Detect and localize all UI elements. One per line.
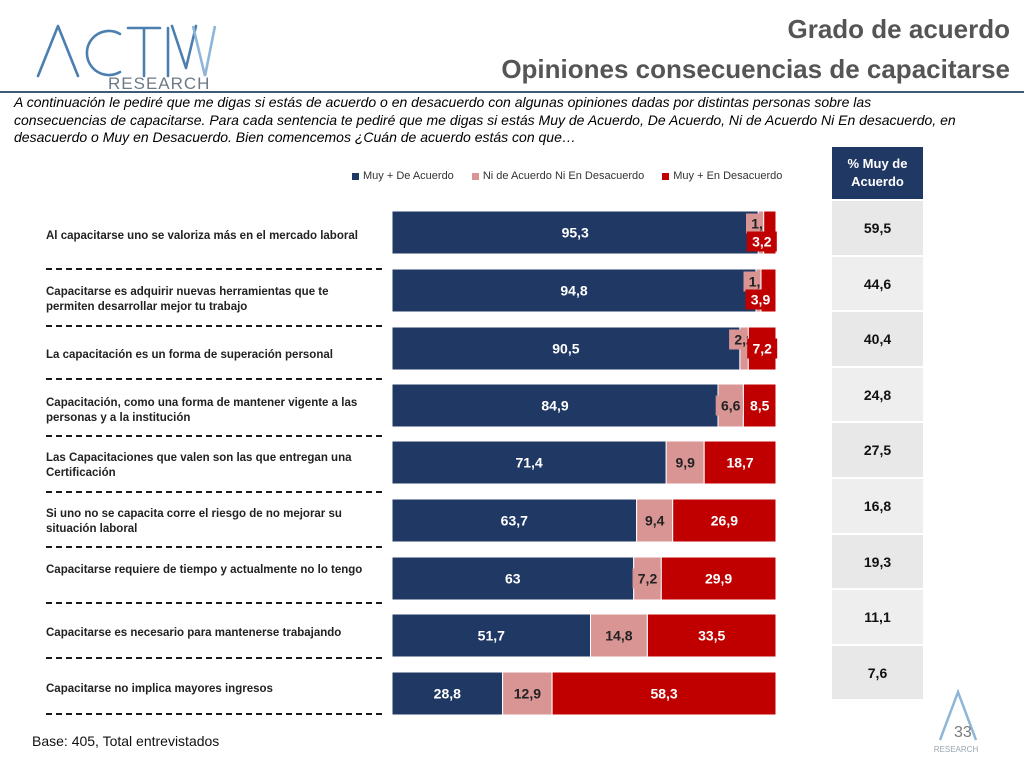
row-divider <box>46 435 382 437</box>
data-label-bg-disagree-5 <box>721 452 760 473</box>
data-label-neutral-9: 12,9 <box>514 686 541 702</box>
data-label-bg-neutral-5 <box>670 452 701 473</box>
data-label-agree-2: 94,8 <box>560 283 587 299</box>
pct-cell: 44,6 <box>832 256 923 313</box>
pct-table: 59,5 44,6 40,4 24,8 27,5 16,8 19,3 11,1 … <box>832 201 923 702</box>
data-label-agree-7: 63 <box>505 571 521 587</box>
legend-item-neutral: Ni de Acuerdo Ni En Desacuerdo <box>471 170 645 182</box>
data-label-bg-disagree-3 <box>747 338 778 359</box>
bar-agree-7 <box>391 556 635 601</box>
legend-swatch-disagree <box>662 172 670 180</box>
data-label-disagree-8: 33,5 <box>698 628 725 644</box>
small-logo: RESEARCH <box>934 688 979 754</box>
pct-cell: 24,8 <box>832 367 923 424</box>
row-divider <box>46 268 382 270</box>
bar-agree-8 <box>391 613 591 658</box>
data-label-bg-neutral-4 <box>715 395 746 416</box>
data-label-disagree-3: 7,2 <box>752 341 772 357</box>
category-label-8: Capacitarse es necesario para mantenerse… <box>46 627 342 639</box>
bar-agree-3 <box>391 326 741 371</box>
data-label-disagree-4: 8,5 <box>750 398 770 414</box>
base-note: Base: 405, Total entrevistados <box>32 733 220 749</box>
data-label-agree-9: 28,8 <box>434 686 461 702</box>
data-label-disagree-7: 29,9 <box>705 571 732 587</box>
data-label-agree-3: 90,5 <box>552 341 579 357</box>
page-number: 33 <box>954 724 972 741</box>
legend-swatch-agree <box>352 172 359 180</box>
bar-agree-1 <box>391 210 759 255</box>
pct-cell: 40,4 <box>832 312 923 368</box>
data-label-bg-disagree-6 <box>705 510 744 531</box>
pct-cell: 59,5 <box>832 201 923 257</box>
data-label-bg-disagree-2 <box>745 289 776 310</box>
data-label-agree-4: 84,9 <box>541 398 568 414</box>
category-label-3: La capacitación es un forma de superació… <box>46 349 333 361</box>
page-subtitle: Opiniones consecuencias de capacitarse <box>501 54 1010 84</box>
chart-legend: Muy + De Acuerdo Ni de Acuerdo Ni En Des… <box>352 170 782 182</box>
bar-agree-4 <box>391 383 719 428</box>
data-label-disagree-9: 58,3 <box>650 686 677 702</box>
row-divider <box>46 325 382 327</box>
category-label-4: Capacitación, como una forma de mantener… <box>46 397 358 424</box>
data-label-neutral-7: 7,2 <box>638 571 658 587</box>
data-label-disagree-6: 26,9 <box>711 513 738 529</box>
legend-label-agree: Muy + De Acuerdo <box>363 170 454 182</box>
data-label-agree-5: 71,4 <box>515 455 542 471</box>
legend-label-neutral: Ni de Acuerdo Ni En Desacuerdo <box>482 170 645 182</box>
data-label-agree-1: 95,3 <box>562 225 589 241</box>
data-label-bg-disagree-9 <box>645 683 684 704</box>
data-label-neutral-5: 9,9 <box>675 455 695 471</box>
pct-cell: 16,8 <box>832 478 923 535</box>
activa-logo <box>36 24 217 78</box>
data-label-bg-disagree-7 <box>699 568 738 589</box>
legend-item-agree: Muy + De Acuerdo <box>352 170 454 182</box>
bar-agree-2 <box>391 268 757 313</box>
page-title: Grado de acuerdo <box>787 14 1011 44</box>
legend-item-disagree: Muy + En Desacuerdo <box>662 170 782 182</box>
category-label-5: Las Capacitaciones que valen son las que… <box>46 452 352 479</box>
legend-swatch-neutral <box>471 172 479 180</box>
row-divider <box>46 378 382 380</box>
category-label-9: Capacitarse no implica mayores ingresos <box>46 683 273 695</box>
bar-agree-5 <box>391 440 667 485</box>
pct-cell: 11,1 <box>832 590 923 646</box>
title-divider <box>0 91 1024 93</box>
data-label-bg-disagree-1 <box>746 231 777 252</box>
category-label-2: Capacitarse es adquirir nuevas herramien… <box>46 286 329 313</box>
row-divider <box>46 546 382 548</box>
row-divider <box>46 657 382 659</box>
data-label-disagree-2: 3,9 <box>751 292 771 308</box>
legend-label-disagree: Muy + En Desacuerdo <box>673 170 783 182</box>
category-label-7: Capacitarse requiere de tiempo y actualm… <box>46 564 363 576</box>
data-label-neutral-6: 9,4 <box>645 513 665 529</box>
data-label-bg-neutral-9 <box>508 683 547 704</box>
category-label-1: Al capacitarse uno se valoriza más en el… <box>46 230 358 242</box>
pct-table-header: % Muy de Acuerdo <box>832 147 923 199</box>
data-label-neutral-4: 6,6 <box>721 398 741 414</box>
data-label-bg-disagree-4 <box>744 395 775 416</box>
data-label-agree-6: 63,7 <box>501 513 528 529</box>
bar-agree-6 <box>391 498 638 543</box>
data-label-disagree-5: 18,7 <box>726 455 753 471</box>
data-label-bg-neutral-7 <box>632 568 663 589</box>
svg-text:RESEARCH: RESEARCH <box>934 745 979 754</box>
pct-cell: 7,6 <box>832 645 923 702</box>
question-text: A continuación le pediré que me digas si… <box>14 94 956 145</box>
row-divider <box>46 602 382 604</box>
row-divider <box>46 713 382 715</box>
data-label-bg-disagree-8 <box>692 625 731 646</box>
data-label-bg-neutral-8 <box>599 625 638 646</box>
category-label-6: Si uno no se capacita corre el riesgo de… <box>46 508 342 535</box>
data-label-neutral-8: 14,8 <box>605 628 632 644</box>
row-divider <box>46 491 382 493</box>
data-label-agree-8: 51,7 <box>478 628 505 644</box>
pct-cell: 19,3 <box>832 534 923 591</box>
pct-cell: 27,5 <box>832 423 923 479</box>
data-label-disagree-1: 3,2 <box>752 234 772 250</box>
data-label-bg-neutral-6 <box>639 510 670 531</box>
logo-research-text: RESEARCH <box>108 74 211 93</box>
